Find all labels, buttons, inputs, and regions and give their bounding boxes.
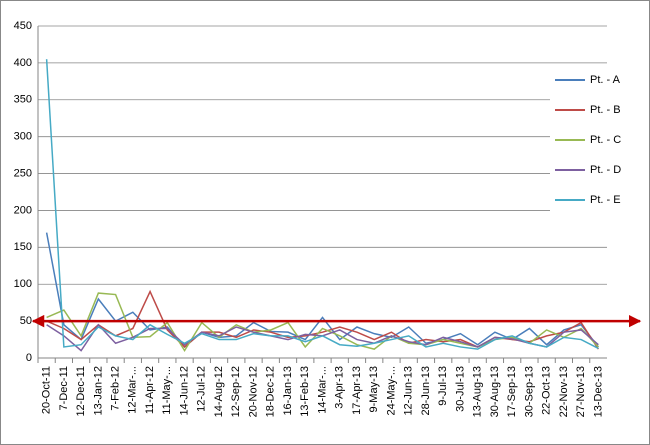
x-tick-label: 14-Jun-12 (178, 366, 190, 416)
x-tick-label: 9-Jul-13 (437, 366, 449, 406)
x-tick-label: 30-Aug-13 (489, 366, 501, 417)
x-tick-label: 18-Dec-12 (265, 366, 277, 417)
x-tick-label: 20-Oct-11 (41, 366, 53, 414)
x-tick-label: 12-Jun-13 (403, 366, 415, 416)
x-tick-label: 30-Jul-13 (454, 366, 466, 412)
x-tick-label: 30-Sep-13 (523, 366, 535, 417)
x-tick-label: 13-Aug-13 (472, 366, 484, 417)
x-tick-label: 24-May-... (385, 366, 397, 416)
x-tick-label: 12-Jul-12 (196, 366, 208, 412)
x-tick-label: 17-Apr-13 (351, 366, 363, 415)
x-tick-label: 28-Jun-13 (420, 366, 432, 416)
y-tick-label: 50 (20, 315, 32, 327)
x-tick-label: 22-Nov-13 (558, 366, 570, 417)
y-tick-label: 150 (14, 241, 32, 253)
x-tick-label: 7-Feb-12 (109, 366, 121, 411)
x-tick-label: 27-Nov-13 (575, 366, 587, 417)
y-tick-label: 250 (14, 167, 32, 179)
y-tick-label: 300 (14, 131, 32, 143)
x-tick-label: 13-Jan-12 (92, 366, 104, 416)
legend-label: Pt. - A (590, 74, 621, 86)
x-tick-label: 17-Sep-13 (506, 366, 518, 417)
x-tick-label: 20-Nov-12 (247, 366, 259, 417)
y-tick-label: 450 (14, 20, 32, 32)
legend-label: Pt. - B (590, 104, 621, 116)
x-tick-label: 12-Mar-... (127, 366, 139, 414)
x-tick-label: 9-May-13 (368, 366, 380, 412)
x-tick-label: 14-Mar-... (316, 366, 328, 414)
legend-label: Pt. - E (590, 194, 621, 206)
x-tick-label: 11-May-... (161, 366, 173, 415)
x-tick-label: 13-Feb-13 (299, 366, 311, 417)
x-tick-label: 11-Apr-12 (144, 366, 156, 414)
y-tick-label: 100 (14, 278, 32, 290)
x-tick-label: 14-Aug-12 (213, 366, 225, 417)
y-tick-label: 0 (26, 352, 32, 364)
x-tick-label: 7-Dec-11 (58, 366, 70, 410)
x-tick-label: 13-Dec-13 (592, 366, 604, 417)
legend: Pt. - A Pt. - B Pt. - C Pt. - D Pt. - E (550, 65, 645, 215)
x-tick-label: 12-Dec-11 (75, 366, 87, 417)
series-line (45, 59, 599, 350)
x-tick-label: 3-Apr-13 (334, 366, 346, 409)
x-tick-label: 22-Oct-13 (541, 366, 553, 415)
y-tick-label: 350 (14, 94, 32, 106)
legend-label: Pt. - C (590, 134, 621, 146)
x-tick-label: 16-Jan-13 (282, 366, 294, 416)
y-tick-label: 400 (14, 57, 32, 69)
y-tick-label: 200 (14, 204, 32, 216)
x-tick-label: 12-Sep-12 (230, 366, 242, 417)
legend-label: Pt. - D (590, 164, 621, 176)
